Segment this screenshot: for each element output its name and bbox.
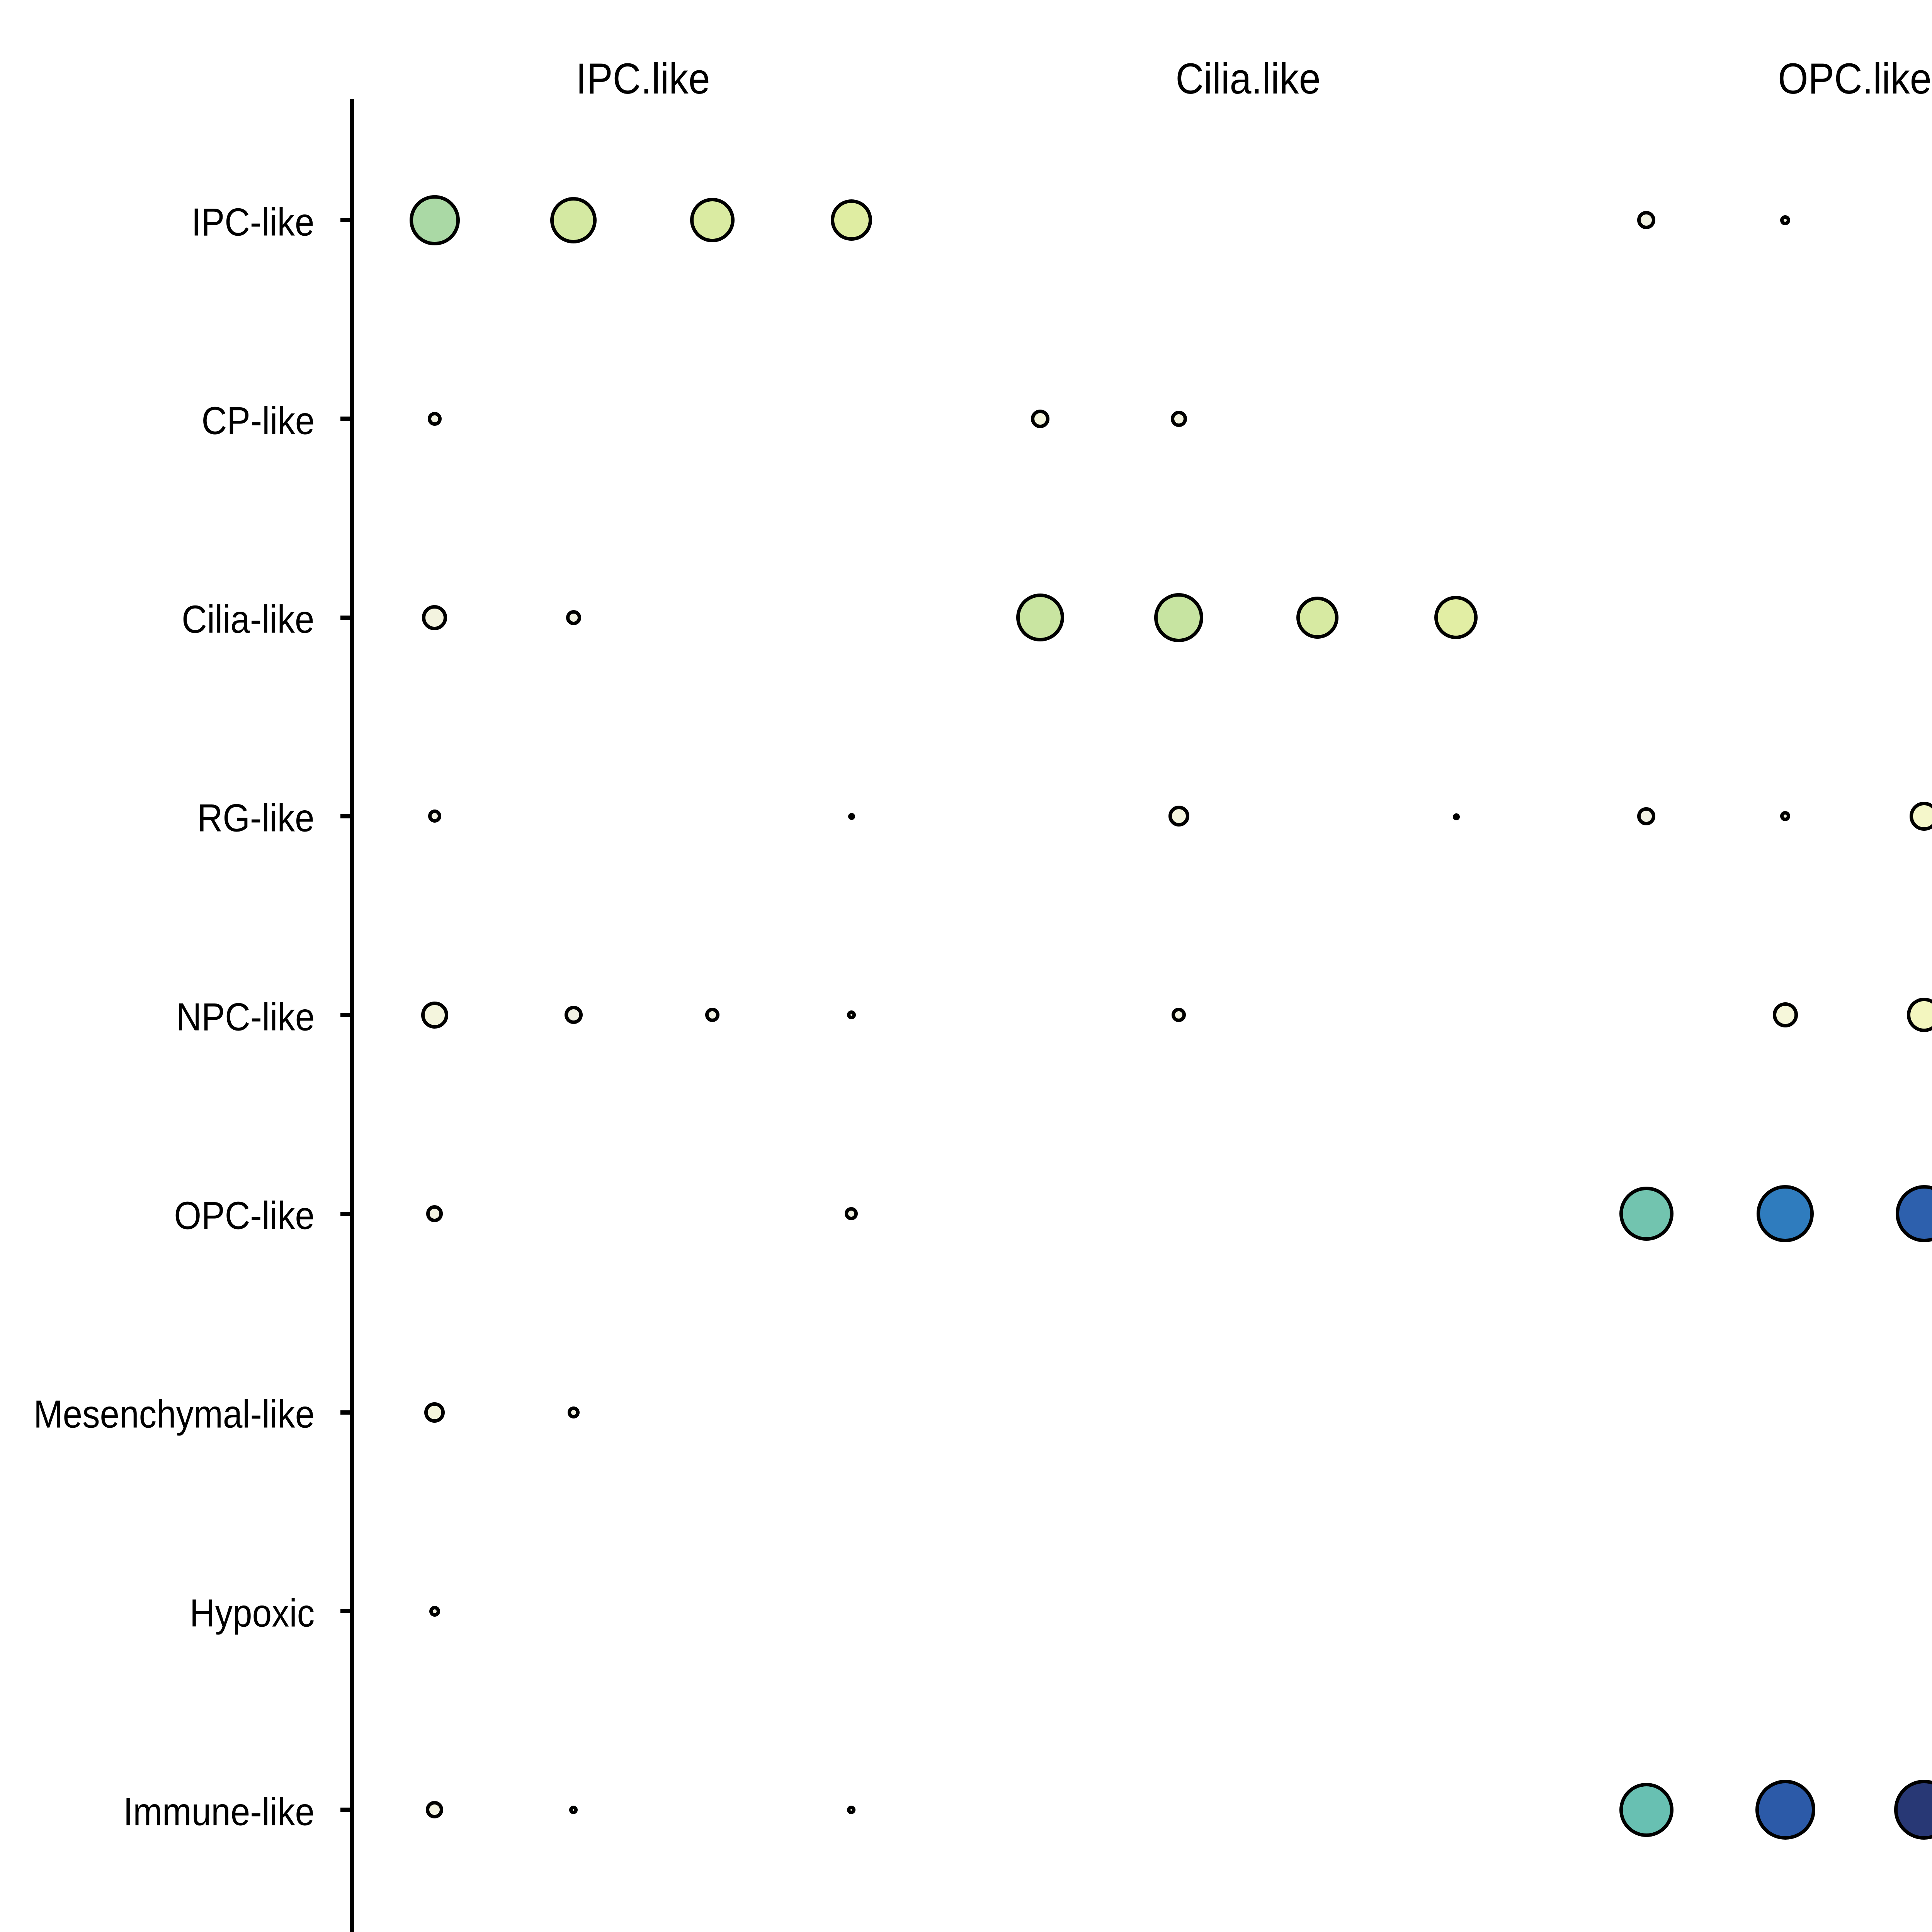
data-dot bbox=[1755, 1780, 1815, 1840]
data-dot bbox=[550, 197, 597, 243]
data-dot bbox=[847, 1010, 856, 1020]
data-dot bbox=[1772, 1002, 1798, 1028]
y-axis-row-label: Mesenchymal-like bbox=[33, 1393, 315, 1436]
data-dot bbox=[569, 1805, 578, 1814]
data-dot bbox=[1619, 1186, 1673, 1241]
data-dot bbox=[424, 1402, 445, 1423]
data-dot bbox=[421, 1001, 448, 1029]
data-dot bbox=[422, 605, 447, 630]
data-dot bbox=[1170, 410, 1187, 427]
data-dot bbox=[429, 1605, 440, 1617]
data-dot bbox=[1895, 1185, 1932, 1242]
y-axis-tick bbox=[340, 1013, 350, 1017]
data-dot bbox=[1907, 998, 1932, 1032]
data-dot bbox=[847, 1805, 856, 1814]
data-dot bbox=[1619, 1782, 1673, 1837]
y-axis-line bbox=[350, 99, 354, 1932]
y-axis-row-label: IPC-like bbox=[191, 201, 315, 244]
data-dot bbox=[409, 195, 460, 245]
y-axis-row-label: Cilia-like bbox=[182, 598, 315, 641]
data-dot bbox=[426, 1801, 444, 1819]
data-dot bbox=[1780, 811, 1791, 821]
data-dot bbox=[1637, 211, 1656, 230]
data-dot bbox=[1296, 596, 1338, 639]
data-dot bbox=[1637, 807, 1656, 825]
y-axis-tick bbox=[340, 814, 350, 818]
facet-strip-label: IPC.like bbox=[576, 54, 710, 103]
data-dot bbox=[428, 810, 441, 823]
y-axis-row-label: CP-like bbox=[201, 399, 315, 443]
data-dot bbox=[1453, 813, 1460, 820]
y-axis-row-label: RG-like bbox=[197, 796, 315, 840]
data-dot bbox=[848, 813, 855, 820]
data-dot bbox=[1154, 593, 1204, 642]
data-dot bbox=[1168, 806, 1189, 827]
y-axis-row-label: Hypoxic bbox=[189, 1592, 315, 1635]
data-dot bbox=[690, 198, 735, 243]
data-dot bbox=[1894, 1780, 1932, 1840]
data-dot bbox=[1910, 801, 1932, 831]
y-axis-row-label: OPC-like bbox=[174, 1194, 315, 1238]
data-dot bbox=[1172, 1008, 1186, 1022]
data-dot bbox=[427, 412, 442, 426]
y-axis-tick bbox=[340, 1211, 350, 1216]
y-axis-tick bbox=[340, 1410, 350, 1415]
y-axis-tick bbox=[340, 1808, 350, 1812]
y-axis-row-label: Immune-like bbox=[123, 1790, 315, 1834]
data-dot bbox=[426, 1205, 443, 1222]
facet-strip-label: OPC.like bbox=[1778, 54, 1932, 103]
data-dot bbox=[1757, 1185, 1814, 1242]
y-axis-row-label: NPC-like bbox=[176, 995, 315, 1039]
data-dot bbox=[1016, 594, 1065, 642]
data-dot bbox=[564, 1006, 583, 1024]
y-axis-tick bbox=[340, 1609, 350, 1614]
y-axis-tick bbox=[340, 417, 350, 421]
data-dot bbox=[1031, 409, 1050, 428]
data-dot bbox=[566, 610, 581, 625]
y-axis-tick bbox=[340, 615, 350, 620]
y-axis-tick bbox=[340, 218, 350, 223]
data-dot bbox=[830, 199, 872, 241]
data-dot bbox=[705, 1008, 720, 1022]
data-dot bbox=[567, 1406, 580, 1418]
data-dot bbox=[845, 1207, 858, 1220]
facet-strip-label: Cilia.like bbox=[1175, 54, 1321, 103]
data-dot bbox=[1434, 596, 1478, 639]
data-dot bbox=[1780, 215, 1791, 225]
